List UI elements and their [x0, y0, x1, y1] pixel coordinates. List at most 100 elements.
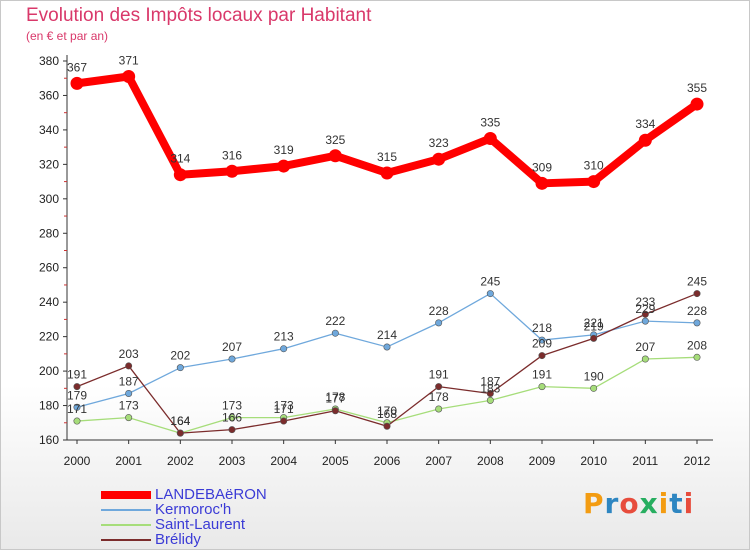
axes	[66, 55, 713, 441]
y-tick-label: 220	[39, 330, 59, 344]
data-point	[70, 76, 84, 90]
data-label: 367	[67, 60, 87, 74]
x-tick-label: 2008	[477, 454, 504, 468]
data-point	[380, 166, 394, 180]
y-tick-label: 260	[39, 261, 59, 275]
data-point	[228, 426, 236, 434]
data-label: 187	[119, 374, 139, 388]
legend-item: Kermoroc'h	[101, 501, 361, 518]
data-point	[641, 355, 649, 363]
chart-subtitle: (en € et par an)	[26, 29, 109, 43]
data-point	[122, 70, 136, 84]
data-label: 219	[584, 319, 604, 333]
data-point	[641, 310, 649, 318]
data-label: 191	[67, 368, 87, 382]
data-point	[125, 389, 133, 397]
data-point	[173, 168, 187, 182]
data-label: 170	[377, 404, 397, 418]
data-point	[587, 175, 601, 189]
data-label: 178	[325, 390, 345, 404]
data-label: 179	[67, 388, 87, 402]
data-label: 309	[532, 160, 552, 174]
data-label: 228	[429, 304, 449, 318]
data-label: 228	[687, 304, 707, 318]
data-label: 335	[480, 116, 500, 130]
data-point	[435, 383, 443, 391]
data-label: 171	[274, 402, 294, 416]
data-label: 218	[532, 321, 552, 335]
data-label: 191	[532, 368, 552, 382]
data-point	[125, 414, 133, 422]
data-label: 183	[480, 381, 500, 395]
data-point	[176, 429, 184, 437]
data-point	[641, 317, 649, 325]
data-label: 325	[325, 133, 345, 147]
data-label: 190	[584, 369, 604, 383]
y-tick-label: 160	[39, 433, 59, 447]
data-label: 314	[170, 152, 190, 166]
data-label: 221	[584, 316, 604, 330]
data-label: 208	[687, 338, 707, 352]
data-point	[331, 329, 339, 337]
data-point	[383, 343, 391, 351]
data-point	[693, 290, 701, 298]
data-point	[280, 417, 288, 425]
data-point	[328, 149, 342, 163]
data-label: 371	[119, 54, 139, 68]
data-label: 229	[635, 302, 655, 316]
data-label: 164	[170, 414, 190, 428]
data-point	[538, 336, 546, 344]
y-tick-label: 240	[39, 295, 59, 309]
data-point	[638, 133, 652, 147]
legend-item: Brélidy	[101, 531, 361, 548]
legend-swatch	[101, 524, 151, 526]
data-point	[277, 159, 291, 173]
legend-label: Saint-Laurent	[155, 516, 246, 533]
data-point	[225, 164, 239, 178]
data-label: 245	[687, 275, 707, 289]
data-points	[70, 70, 704, 437]
legend-swatch	[101, 509, 151, 511]
y-tick-label: 280	[39, 226, 59, 240]
data-label: 187	[480, 374, 500, 388]
legend-swatch	[101, 539, 151, 541]
y-tick-label: 200	[39, 364, 59, 378]
data-point	[590, 384, 598, 392]
x-axis-ticks: 2000 2001 2002 2003 2004 2005 2006 2007 2008 2009…	[64, 440, 711, 468]
data-label: 245	[480, 275, 500, 289]
series-lines	[76, 72, 700, 434]
data-point	[432, 152, 446, 166]
x-tick-label: 2006	[374, 454, 401, 468]
y-axis-ticks: 160 180 200 220 240 260 280 300 320 340 360 380	[39, 54, 67, 447]
x-tick-label: 2009	[529, 454, 556, 468]
data-point	[73, 383, 81, 391]
data-label: 191	[429, 368, 449, 382]
data-label: 207	[635, 340, 655, 354]
x-tick-label: 2012	[684, 454, 711, 468]
data-label: 334	[635, 117, 655, 131]
data-point	[486, 389, 494, 397]
x-tick-label: 2005	[322, 454, 349, 468]
data-point	[228, 355, 236, 363]
y-tick-label: 340	[39, 123, 59, 137]
legend-label: Kermoroc'h	[155, 501, 232, 518]
y-tick-label: 360	[39, 88, 59, 102]
data-point	[590, 334, 598, 342]
data-label: 177	[325, 392, 345, 406]
x-tick-label: 2001	[115, 454, 142, 468]
data-point	[435, 405, 443, 413]
data-point	[690, 97, 704, 111]
data-point	[538, 383, 546, 391]
data-label: 207	[222, 340, 242, 354]
data-point	[125, 362, 133, 370]
proxiti-logo: Proxiti	[583, 487, 695, 520]
data-label: 173	[274, 399, 294, 413]
data-label: 173	[222, 399, 242, 413]
data-point	[331, 407, 339, 415]
data-label: 319	[274, 143, 294, 157]
data-point	[435, 319, 443, 327]
legend-label: Brélidy	[155, 531, 201, 548]
chart-title: Evolution des Impôts locaux par Habitant	[26, 5, 372, 26]
